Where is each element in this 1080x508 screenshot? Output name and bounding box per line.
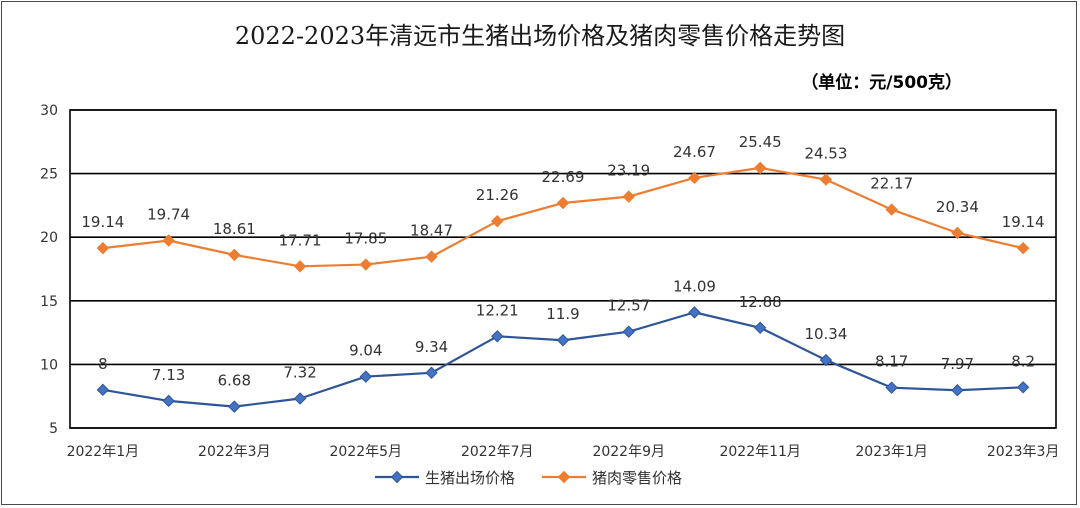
- data-point: [162, 394, 175, 408]
- data-point: [556, 196, 570, 210]
- data-point: [293, 392, 307, 405]
- data-point: [491, 330, 504, 343]
- y-tick-label: 20: [40, 230, 58, 246]
- data-point: [951, 384, 964, 397]
- y-tick-label: 15: [40, 294, 58, 310]
- y-tick-label: 30: [40, 103, 58, 119]
- legend-label: 猪肉零售价格: [592, 469, 682, 487]
- data-point: [622, 190, 635, 203]
- legend-label: 生猪出场价格: [425, 469, 515, 487]
- data-point: [1016, 241, 1030, 255]
- data-point: [491, 214, 504, 228]
- chart-title: 2022-2023年清远市生猪出场价格及猪肉零售价格走势图: [235, 22, 845, 50]
- data-label: 24.67: [673, 143, 716, 161]
- legend-marker: [390, 470, 404, 484]
- data-point: [753, 161, 767, 175]
- data-label: 19.14: [1002, 213, 1045, 231]
- data-point: [885, 381, 898, 394]
- data-point: [96, 383, 110, 397]
- y-tick-label: 25: [40, 167, 58, 183]
- data-label: 23.19: [607, 162, 650, 180]
- data-label: 7.32: [283, 363, 316, 381]
- data-label: 17.85: [344, 230, 387, 248]
- data-label: 22.17: [870, 175, 913, 193]
- data-label: 8.17: [875, 353, 908, 371]
- data-point: [425, 366, 438, 380]
- data-label: 14.09: [673, 277, 716, 295]
- plot-area-border: [69, 109, 1057, 429]
- chart-unit: （单位：元/500克）: [801, 72, 962, 93]
- data-label: 25.45: [739, 133, 782, 151]
- label-layer: 8 7.13 6.68 7.32 9.04 9.34 12.21 11.9 12.57 14.09…: [81, 133, 1044, 390]
- data-label: 12.88: [739, 293, 782, 311]
- data-point: [96, 241, 110, 255]
- data-point: [688, 171, 701, 185]
- x-tick-label: 2022年11月: [719, 444, 800, 460]
- x-tick-label: 2022年1月: [67, 444, 140, 460]
- data-point: [819, 173, 833, 186]
- data-label: 6.68: [218, 372, 251, 390]
- data-point: [819, 353, 833, 367]
- legend-marker: [557, 470, 571, 484]
- data-label: 8.2: [1011, 352, 1035, 370]
- data-point: [228, 400, 241, 413]
- data-label: 8: [98, 355, 108, 373]
- legend: 生猪出场价格 猪肉零售价格: [375, 469, 682, 487]
- data-label: 12.57: [607, 297, 650, 315]
- data-point: [293, 260, 307, 273]
- y-tick-label: 10: [40, 357, 58, 373]
- data-point: [162, 234, 175, 247]
- data-point: [425, 250, 438, 263]
- data-label: 7.97: [941, 355, 974, 373]
- data-point: [885, 203, 898, 216]
- data-point: [359, 370, 373, 383]
- x-tick-label: 2023年1月: [855, 444, 928, 460]
- data-point: [688, 306, 701, 319]
- data-label: 19.74: [147, 206, 190, 224]
- x-tick-label: 2023年3月: [987, 444, 1060, 460]
- x-tick-label: 2022年5月: [330, 444, 403, 460]
- data-point: [228, 248, 241, 262]
- data-label: 11.9: [546, 305, 579, 323]
- x-tick-label: 2022年3月: [198, 444, 271, 460]
- data-point: [556, 334, 570, 347]
- x-tick-label: 2022年7月: [461, 444, 534, 460]
- data-point: [753, 321, 767, 334]
- data-point: [622, 325, 635, 338]
- data-label: 24.53: [804, 145, 847, 163]
- data-label: 12.21: [476, 301, 519, 319]
- data-label: 10.34: [804, 325, 847, 343]
- data-label: 9.04: [349, 342, 382, 360]
- data-label: 19.14: [81, 213, 124, 231]
- data-label: 18.61: [213, 220, 256, 238]
- x-tick-label: 2022年9月: [592, 444, 665, 460]
- axis-layer: 5 10 15 20 25 30 2022年1月 2022年3月 2022年5月 2022年7月 2…: [40, 103, 1059, 460]
- data-label: 18.47: [410, 222, 453, 240]
- y-tick-label: 5: [49, 421, 58, 437]
- data-label: 7.13: [152, 366, 185, 384]
- data-label: 21.26: [476, 186, 519, 204]
- data-label: 22.69: [542, 168, 585, 186]
- series-layer: [96, 161, 1030, 413]
- data-point: [951, 226, 964, 240]
- data-label: 20.34: [936, 198, 979, 216]
- data-point: [359, 258, 373, 271]
- data-point: [1016, 381, 1030, 394]
- data-label: 17.71: [279, 231, 322, 249]
- data-label: 9.34: [415, 338, 448, 356]
